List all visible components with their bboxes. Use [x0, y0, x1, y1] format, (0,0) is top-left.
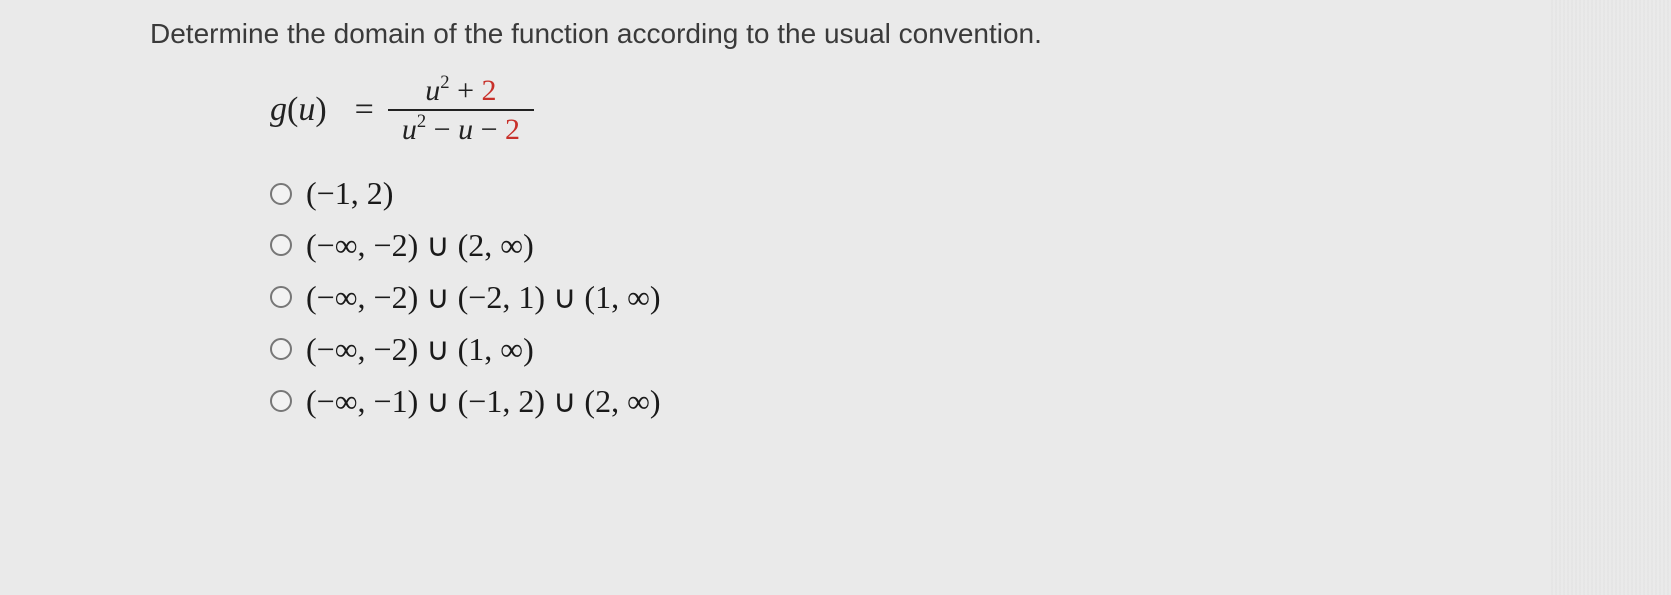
num-power: 2: [440, 72, 449, 93]
option-1-label: (−1, 2): [306, 175, 393, 212]
option-1[interactable]: (−1, 2): [270, 175, 1671, 212]
equals-sign: =: [355, 91, 374, 129]
option-3-label: (−∞, −2) ∪ (−2, 1) ∪ (1, ∞): [306, 278, 661, 316]
lhs-func: g: [270, 91, 287, 129]
radio-icon[interactable]: [270, 234, 292, 256]
lhs-close-paren: ): [315, 91, 326, 129]
option-5[interactable]: (−∞, −1) ∪ (−1, 2) ∪ (2, ∞): [270, 382, 1671, 420]
lhs-var: u: [298, 91, 315, 129]
radio-icon[interactable]: [270, 286, 292, 308]
answer-options: (−1, 2) (−∞, −2) ∪ (2, ∞) (−∞, −2) ∪ (−2…: [270, 175, 1671, 420]
fraction-numerator: u2 + 2: [411, 72, 510, 109]
den-op2: −: [481, 113, 498, 146]
num-const: 2: [482, 74, 497, 107]
question-page: Determine the domain of the function acc…: [0, 0, 1671, 595]
option-3[interactable]: (−∞, −2) ∪ (−2, 1) ∪ (1, ∞): [270, 278, 1671, 316]
equation-fraction: u2 + 2 u2 − u − 2: [388, 72, 534, 147]
den-t2-var: u: [458, 113, 473, 146]
option-5-label: (−∞, −1) ∪ (−1, 2) ∪ (2, ∞): [306, 382, 661, 420]
option-2[interactable]: (−∞, −2) ∪ (2, ∞): [270, 226, 1671, 264]
equation-lhs: g(u): [270, 91, 327, 129]
function-equation: g(u) = u2 + 2 u2 − u − 2: [270, 72, 1671, 147]
num-op: +: [457, 74, 474, 107]
fraction-denominator: u2 − u − 2: [388, 111, 534, 148]
lhs-open-paren: (: [287, 91, 298, 129]
den-t1-var: u: [402, 113, 417, 146]
question-prompt: Determine the domain of the function acc…: [150, 18, 1671, 50]
radio-icon[interactable]: [270, 183, 292, 205]
radio-icon[interactable]: [270, 338, 292, 360]
den-op1: −: [434, 113, 451, 146]
option-4-label: (−∞, −2) ∪ (1, ∞): [306, 330, 534, 368]
den-t1-pow: 2: [417, 111, 426, 132]
num-var: u: [425, 74, 440, 107]
option-2-label: (−∞, −2) ∪ (2, ∞): [306, 226, 534, 264]
option-4[interactable]: (−∞, −2) ∪ (1, ∞): [270, 330, 1671, 368]
den-const: 2: [505, 113, 520, 146]
radio-icon[interactable]: [270, 390, 292, 412]
